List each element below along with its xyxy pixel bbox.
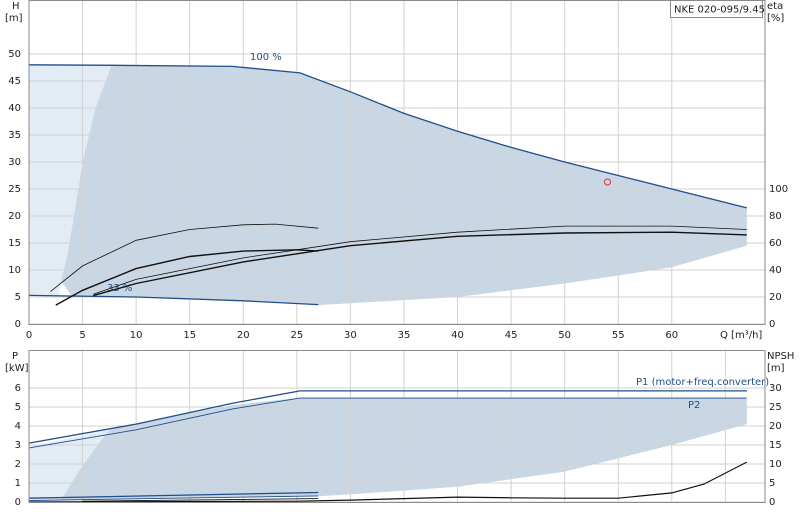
y-label: H bbox=[12, 1, 20, 12]
y2-label: eta bbox=[767, 1, 783, 12]
y2-tick-label: 100 bbox=[769, 184, 788, 195]
y-tick-label: 30 bbox=[8, 157, 21, 168]
series-label: 100 % bbox=[250, 52, 282, 63]
curve-y2 bbox=[50, 223, 319, 292]
y-tick-label: 25 bbox=[8, 184, 21, 195]
chart-title: NKE 020-095/9.45 bbox=[674, 5, 765, 16]
y2-unit: [m] bbox=[767, 363, 785, 374]
y2-tick-label: 20 bbox=[769, 421, 782, 432]
operating-range bbox=[29, 64, 112, 296]
series-label: P2 bbox=[688, 400, 700, 411]
y2-tick-label: 30 bbox=[769, 383, 782, 394]
y-tick-label: 0 bbox=[15, 497, 21, 508]
x-tick-label: 50 bbox=[558, 330, 571, 341]
x-tick-label: 0 bbox=[26, 330, 32, 341]
y-label: P bbox=[12, 351, 18, 362]
y-tick-label: 20 bbox=[8, 211, 21, 222]
y-tick-label: 50 bbox=[8, 49, 21, 60]
x-tick-label: 25 bbox=[290, 330, 303, 341]
y2-tick-label: 20 bbox=[769, 292, 782, 303]
x-tick-label: 55 bbox=[612, 330, 625, 341]
curve bbox=[28, 64, 747, 209]
curve bbox=[28, 397, 747, 449]
x-tick-label: 45 bbox=[505, 330, 518, 341]
y2-tick-label: 0 bbox=[769, 497, 775, 508]
curve bbox=[28, 390, 747, 444]
x-tick-label: 5 bbox=[79, 330, 85, 341]
y-tick-label: 6 bbox=[15, 383, 21, 394]
curve-y2 bbox=[93, 225, 747, 295]
x-tick-label: 60 bbox=[665, 330, 678, 341]
curve bbox=[28, 495, 319, 501]
y2-tick-label: 25 bbox=[769, 402, 782, 413]
y2-tick-label: 10 bbox=[769, 459, 782, 470]
y-tick-label: 0 bbox=[15, 319, 21, 330]
x-tick-label: 20 bbox=[237, 330, 250, 341]
y2-label: NPSH bbox=[767, 351, 794, 362]
y-tick-label: 45 bbox=[8, 76, 21, 87]
y-tick-label: 40 bbox=[8, 103, 21, 114]
curve-y2 bbox=[28, 461, 748, 503]
curve-y2 bbox=[93, 231, 747, 297]
series-label: P1 (motor+freq.converter) bbox=[636, 377, 769, 388]
y2-tick-label: 80 bbox=[769, 211, 782, 222]
y2-tick-label: 60 bbox=[769, 238, 782, 249]
x-tick-label: 10 bbox=[130, 330, 143, 341]
x-tick-label: 30 bbox=[344, 330, 357, 341]
y-unit: [kW] bbox=[5, 363, 29, 374]
y-tick-label: 10 bbox=[8, 265, 21, 276]
duty-point bbox=[604, 178, 612, 186]
x-label: Q [m³/h] bbox=[720, 330, 762, 341]
x-tick-label: 35 bbox=[398, 330, 411, 341]
y-tick-label: 3 bbox=[15, 440, 21, 451]
curve-y2 bbox=[82, 498, 319, 502]
y2-tick-label: 5 bbox=[769, 478, 775, 489]
y2-tick-label: 40 bbox=[769, 265, 782, 276]
y-tick-label: 1 bbox=[15, 478, 21, 489]
curve bbox=[28, 294, 319, 306]
y-unit: [m] bbox=[5, 13, 23, 24]
y-tick-label: 35 bbox=[8, 130, 21, 141]
plot-frame bbox=[28, 0, 766, 325]
x-tick-label: 15 bbox=[183, 330, 196, 341]
y2-unit: [%] bbox=[767, 13, 784, 24]
title-box bbox=[670, 0, 763, 18]
y-tick-label: 5 bbox=[15, 402, 21, 413]
y-tick-label: 4 bbox=[15, 421, 21, 432]
y2-tick-label: 15 bbox=[769, 440, 782, 451]
y-tick-label: 2 bbox=[15, 459, 21, 470]
y2-tick-label: 0 bbox=[769, 319, 775, 330]
y-tick-label: 5 bbox=[15, 292, 21, 303]
y-tick-label: 15 bbox=[8, 238, 21, 249]
plot-frame bbox=[28, 350, 766, 503]
curve bbox=[28, 491, 319, 499]
x-tick-label: 40 bbox=[451, 330, 464, 341]
